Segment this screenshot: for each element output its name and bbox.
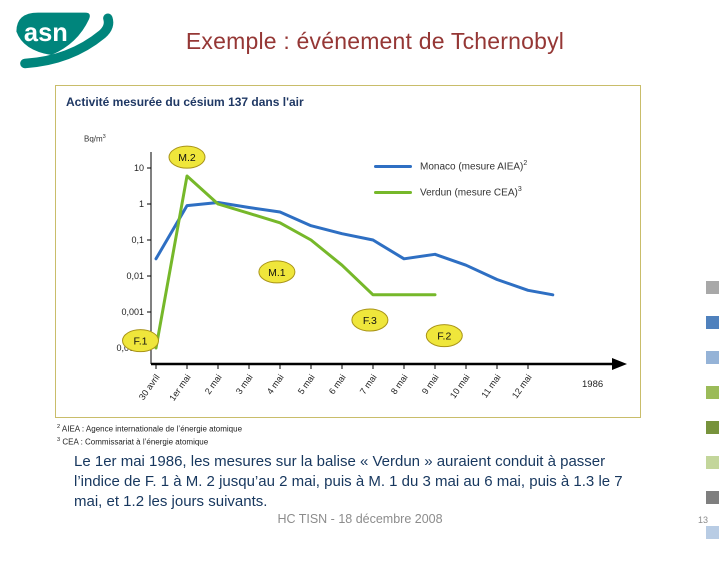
- x-tick-label: 30 avril: [137, 372, 162, 402]
- x-tick-label: 9 mai: [420, 372, 441, 396]
- callout-F.1: [122, 329, 159, 353]
- x-tick-label: 7 mai: [358, 372, 379, 396]
- series-line-0: [154, 201, 555, 297]
- x-tick-label: 11 mai: [479, 372, 502, 399]
- x-axis-arrowhead: [612, 358, 627, 370]
- callout-label-F.3: F.3: [363, 315, 377, 327]
- y-tick-label: 1: [139, 199, 144, 209]
- y-tick-label: 0,1: [131, 235, 144, 245]
- y-tick-label: 0,01: [126, 271, 144, 281]
- legend-item-monaco: Monaco (mesure AIEA)2: [374, 160, 527, 172]
- slide: { "slide": { "title": "Exemple : événeme…: [8, 6, 719, 539]
- legend-label-verdun: Verdun (mesure CEA)3: [420, 186, 522, 199]
- callout-label-M.1: M.1: [268, 267, 286, 279]
- template-squares: [706, 281, 719, 561]
- y-tick-label: 10: [134, 163, 144, 173]
- x-tick-label: 2 mai: [203, 372, 224, 396]
- footnote-aiea: 2 AIEA : Agence internationale de l’éner…: [57, 424, 243, 434]
- series-line-1: [154, 174, 437, 350]
- template-square-0: [706, 281, 719, 294]
- template-square-2: [706, 351, 719, 364]
- callout-F.3: [351, 308, 389, 332]
- x-tick-label: 5 mai: [296, 372, 317, 396]
- x-year-label: 1986: [582, 379, 603, 390]
- template-square-5: [706, 456, 719, 469]
- footnote-cea: 3 CEA : Commissariat à l’énergie atomiqu…: [57, 436, 209, 447]
- x-tick-label: 6 mai: [327, 372, 348, 396]
- callout-label-F.2: F.2: [437, 331, 451, 343]
- x-tick-label: 3 mai: [234, 372, 255, 396]
- x-tick-label: 8 mai: [389, 372, 410, 396]
- legend-line-verdun: [374, 190, 412, 194]
- callout-label-M.2: M.2: [178, 152, 196, 164]
- legend-item-verdun: Verdun (mesure CEA)3: [374, 186, 527, 199]
- callout-F.2: [425, 324, 463, 348]
- x-tick-label: 12 mai: [510, 372, 534, 400]
- page-title: Exemple : événement de Tchernobyl: [185, 28, 565, 54]
- body-paragraph: Le 1er mai 1986, les mesures sur la bali…: [74, 453, 623, 510]
- template-square-6: [706, 491, 719, 504]
- x-tick-label: 1er mai: [167, 372, 192, 402]
- template-square-3: [706, 386, 719, 399]
- callout-M.1: [258, 260, 296, 284]
- chart-legend: Monaco (mesure AIEA)2 Verdun (mesure CEA…: [374, 160, 527, 213]
- asn-logo-graphic: asn: [16, 12, 114, 69]
- template-square-1: [706, 316, 719, 329]
- legend-label-monaco: Monaco (mesure AIEA)2: [420, 160, 528, 173]
- asn-logo: asn: [8, 6, 120, 77]
- page-number: 13: [697, 515, 708, 525]
- template-square-7: [706, 526, 719, 539]
- y-axis-unit: Bq/m3: [84, 134, 106, 144]
- asn-logo-text: asn: [24, 19, 68, 47]
- footer-date: HC TISN - 18 décembre 2008: [277, 512, 443, 526]
- y-tick-label: 0,001: [121, 307, 144, 317]
- x-tick-label: 4 mai: [265, 372, 286, 396]
- callout-label-F.1: F.1: [133, 336, 147, 348]
- x-tick-label: 10 mai: [448, 372, 472, 400]
- legend-line-monaco: [374, 164, 412, 168]
- chart-title: Activité mesurée du césium 137 dans l'ai…: [66, 95, 304, 109]
- chart-footnotes: 2 AIEA : Agence internationale de l’éner…: [57, 422, 242, 447]
- callout-M.2: [168, 145, 206, 169]
- template-square-4: [706, 421, 719, 434]
